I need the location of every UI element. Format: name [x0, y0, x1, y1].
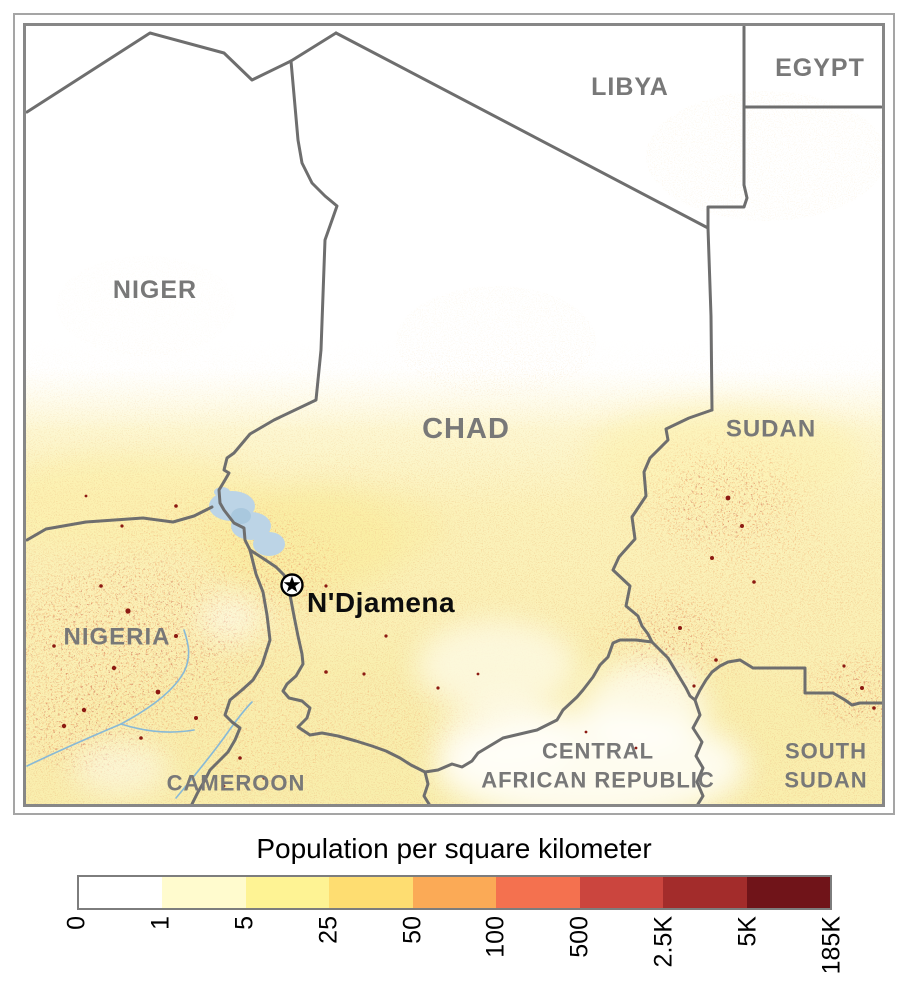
- south-sudan-label-line1: SOUTH: [784, 738, 867, 764]
- legend-tick-25: 25: [314, 916, 343, 944]
- white-pockets: [73, 596, 746, 804]
- legend-segment-2: [245, 877, 330, 908]
- map-panel: NIGER LIBYA EGYPT CHAD SUDAN NIGERIA CAM…: [23, 23, 885, 807]
- city-density-dots: [52, 494, 876, 788]
- legend-segment-0: [79, 877, 163, 908]
- country-label-central-african-republic: CENTRAL AFRICAN REPUBLIC: [481, 737, 715, 794]
- legend-segment-5: [496, 877, 580, 908]
- country-label-libya: LIBYA: [591, 72, 669, 101]
- legend-segment-1: [162, 877, 246, 908]
- country-label-chad: CHAD: [422, 413, 510, 446]
- legend-tick-2500: 2.5K: [649, 916, 678, 968]
- country-label-nigeria: NIGERIA: [63, 623, 171, 651]
- country-label-egypt: EGYPT: [775, 53, 865, 82]
- legend-segment-8: [746, 877, 830, 908]
- car-label-line1: CENTRAL: [541, 738, 655, 764]
- legend-tick-100: 100: [481, 916, 510, 958]
- legend-tick-185k: 185K: [817, 916, 846, 975]
- map-outer-frame: NIGER LIBYA EGYPT CHAD SUDAN NIGERIA CAM…: [13, 13, 895, 815]
- country-borders: [26, 26, 882, 804]
- country-label-south-sudan: SOUTH SUDAN: [784, 737, 867, 794]
- river-lines: [26, 629, 253, 799]
- country-label-cameroon: CAMEROON: [166, 770, 306, 796]
- legend-segment-4: [412, 877, 497, 908]
- capital-star-icon: [280, 573, 304, 597]
- legend-tick-50: 50: [398, 916, 427, 944]
- legend-tick-0: 0: [62, 916, 91, 930]
- legend-title: Population per square kilometer: [256, 833, 652, 864]
- population-raster-map: [26, 26, 882, 804]
- legend-segment-3: [329, 877, 413, 908]
- legend-segment-7: [663, 877, 747, 908]
- country-label-niger: NIGER: [112, 275, 198, 304]
- car-label-line2: AFRICAN REPUBLIC: [481, 767, 715, 792]
- country-label-sudan: SUDAN: [725, 415, 817, 443]
- capital-label-ndjamena: N'Djamena: [307, 587, 456, 618]
- south-sudan-label-line2: SUDAN: [784, 767, 868, 792]
- legend-segment-6: [579, 877, 664, 908]
- legend-tick-5: 5: [230, 916, 259, 930]
- legend-tick-5000: 5K: [733, 916, 762, 947]
- legend-tick-1: 1: [146, 916, 175, 930]
- legend-tick-500: 500: [565, 916, 594, 958]
- legend-color-ramp: [77, 875, 832, 910]
